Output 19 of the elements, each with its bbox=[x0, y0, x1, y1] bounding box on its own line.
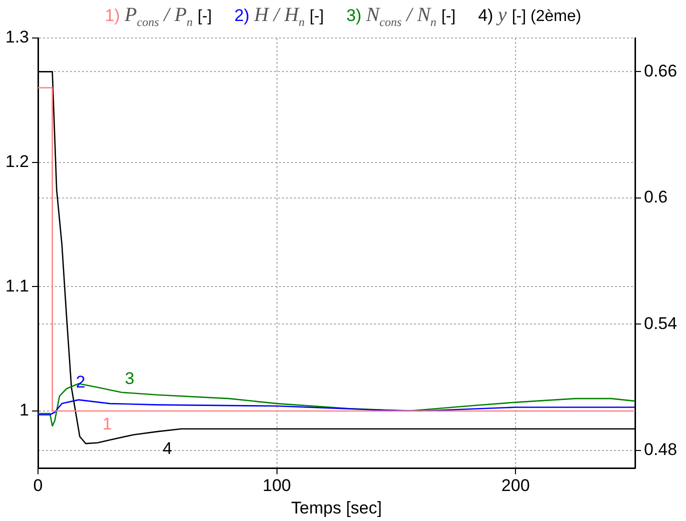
x-axis-title: Temps [sec] bbox=[291, 498, 382, 518]
x-tick-label: 100 bbox=[262, 476, 291, 496]
y-tick-label: 1.3 bbox=[5, 28, 29, 47]
text: 1) P$_{cons}$ / P$_{n}$ [-] bbox=[104, 4, 213, 29]
y-tick-label: 1 bbox=[20, 400, 29, 420]
annotation: 3 bbox=[124, 369, 134, 388]
y2-tick-label: 0.66 bbox=[644, 61, 678, 80]
text: 2) H / H$_{n}$ [-] bbox=[234, 4, 325, 29]
annotation: 1 bbox=[102, 414, 112, 434]
y2-tick-label: 0.54 bbox=[644, 314, 678, 333]
text: 4) y [-] (2ème) bbox=[478, 4, 582, 26]
y-tick-label: 1.1 bbox=[5, 276, 29, 296]
y2-tick-label: 0.6 bbox=[644, 188, 668, 207]
x-tick-label: 200 bbox=[501, 476, 530, 496]
x-tick-label: 0 bbox=[33, 476, 43, 496]
y2-tick-label: 0.48 bbox=[644, 440, 678, 460]
y-tick-label: 1.2 bbox=[5, 152, 29, 172]
text: 3) N$_{cons}$ / N$_{n}$ [-] bbox=[346, 4, 457, 29]
annotation: 4 bbox=[162, 438, 172, 458]
